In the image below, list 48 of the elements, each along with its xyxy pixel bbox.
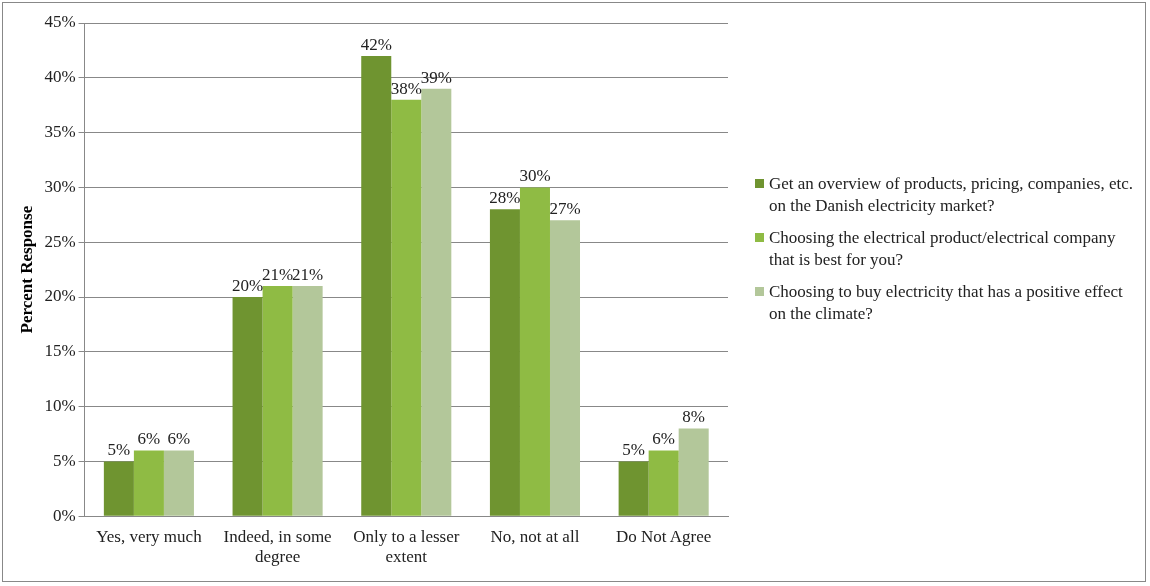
data-label: 21% xyxy=(262,265,294,285)
bar xyxy=(648,450,679,516)
bar xyxy=(103,461,134,516)
data-label: 5% xyxy=(622,440,645,460)
y-tick-label: 0% xyxy=(52,505,76,525)
legend-label: Choosing to buy electricity that has a positive effect on the climate? xyxy=(769,281,1124,325)
bar xyxy=(292,286,323,516)
x-tick-label: Yes, very much xyxy=(96,526,203,546)
bar xyxy=(391,99,422,516)
bar xyxy=(519,187,550,516)
data-label: 27% xyxy=(549,199,581,219)
data-label: 6% xyxy=(137,429,161,449)
bar xyxy=(163,450,194,516)
data-label: 21% xyxy=(292,265,324,285)
y-tick-label: 5% xyxy=(52,450,76,470)
bar xyxy=(421,88,452,516)
y-tick-label: 30% xyxy=(44,176,76,196)
x-tick-label: No, not at all xyxy=(490,526,580,546)
data-label: 38% xyxy=(390,78,422,98)
bar xyxy=(361,55,392,516)
bar xyxy=(678,428,709,516)
data-label: 42% xyxy=(360,34,392,54)
y-tick-label: 10% xyxy=(44,396,76,416)
y-tick-label: 40% xyxy=(44,67,76,87)
legend-label: Choosing the electrical product/electrical company that is best for you? xyxy=(769,227,1117,271)
bar xyxy=(618,461,649,516)
data-label: 8% xyxy=(682,407,706,427)
data-label: 6% xyxy=(167,429,191,449)
data-label: 6% xyxy=(652,429,675,449)
data-label: 28% xyxy=(489,188,521,208)
y-axis-title: Percent Response xyxy=(16,205,36,334)
y-tick-label: 35% xyxy=(44,122,76,142)
data-label: 5% xyxy=(107,440,131,460)
x-tick-label: Do Not Agree xyxy=(615,526,712,546)
x-tick-label: Only to a lesser extent xyxy=(353,526,460,567)
data-label: 39% xyxy=(420,67,452,87)
x-tick-label: Indeed, in some degree xyxy=(223,526,332,567)
bar xyxy=(232,297,263,516)
y-tick-label: 20% xyxy=(44,286,76,306)
data-label: 30% xyxy=(519,166,551,186)
bar xyxy=(549,220,581,516)
legend-label: Get an overview of products, pricing, companies, etc. on the Danish electricity market? xyxy=(769,173,1134,217)
bar xyxy=(489,209,520,516)
y-tick-label: 45% xyxy=(44,12,76,32)
y-tick-label: 25% xyxy=(44,231,76,251)
bar xyxy=(133,450,164,516)
bar xyxy=(262,286,293,516)
y-tick-label: 15% xyxy=(44,341,76,361)
